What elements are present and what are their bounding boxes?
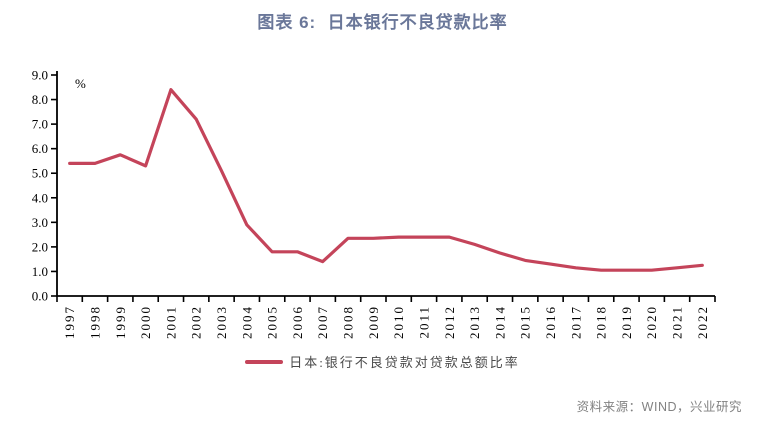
x-axis-label: 2006 xyxy=(290,305,305,339)
chart-title: 图表 6: 日本银行不良贷款比率 xyxy=(257,13,508,32)
x-axis-label: 2018 xyxy=(594,305,609,339)
x-axis-label: 2008 xyxy=(341,305,356,339)
x-axis-label: 2014 xyxy=(492,305,507,339)
x-axis-label: 2020 xyxy=(644,305,659,339)
axis-line xyxy=(56,71,715,297)
chart-svg: 0.0 1.0 2.0 3.0 4.0 5.0 6.0 7.0 8.0 9.0% 1997 1998 1… xyxy=(32,68,716,339)
x-axis-label: 2012 xyxy=(442,305,457,339)
x-axis-label: 2004 xyxy=(239,305,254,339)
x-axis-label: 1999 xyxy=(113,305,128,339)
x-axis-label: 2017 xyxy=(568,305,583,339)
y-axis-label: 9.0 xyxy=(32,68,48,83)
x-axis-label: 2016 xyxy=(543,305,558,339)
x-axis-label: 2022 xyxy=(695,305,710,339)
y-axis-unit-label: % xyxy=(75,76,86,91)
legend-label: 日本:银行不良贷款对贷款总额比率 xyxy=(289,355,520,370)
y-axis-label: 5.0 xyxy=(32,166,48,181)
x-axis-label: 2021 xyxy=(670,305,685,339)
x-axis-label: 1997 xyxy=(62,305,77,339)
x-axis-label: 1998 xyxy=(87,305,102,339)
x-axis-label: 2010 xyxy=(391,305,406,339)
y-axis-label: 0.0 xyxy=(32,289,48,304)
x-axis-label: 2002 xyxy=(189,305,204,339)
y-axis-label: 6.0 xyxy=(32,141,48,156)
y-axis-label: 8.0 xyxy=(32,92,48,107)
y-axis-label: 7.0 xyxy=(32,117,48,132)
x-axis-label: 2013 xyxy=(467,305,482,339)
x-axis-label: 2015 xyxy=(518,305,533,339)
x-axis-label: 2000 xyxy=(138,305,153,339)
y-axis-label: 3.0 xyxy=(32,215,48,230)
y-axis-label: 2.0 xyxy=(32,239,48,254)
x-axis-label: 2009 xyxy=(366,305,381,339)
legend-swatch xyxy=(245,359,284,364)
chart-area: 0.0 1.0 2.0 3.0 4.0 5.0 6.0 7.0 8.0 9.0% 1997 1998 1… xyxy=(0,55,765,355)
source-note: 资料来源：WIND，兴业研究 xyxy=(576,400,742,414)
x-axis-label: 2011 xyxy=(416,305,431,339)
series-line xyxy=(68,88,704,272)
x-axis-label: 2019 xyxy=(619,305,634,339)
y-axis-label: 4.0 xyxy=(32,190,48,205)
legend: 日本:银行不良贷款对贷款总额比率 xyxy=(0,352,765,371)
y-axis-label: 1.0 xyxy=(32,264,48,279)
x-axis-label: 2007 xyxy=(315,305,330,339)
x-axis-label: 2003 xyxy=(214,305,229,339)
x-axis-label: 2001 xyxy=(163,305,178,339)
x-axis-label: 2005 xyxy=(265,305,280,339)
